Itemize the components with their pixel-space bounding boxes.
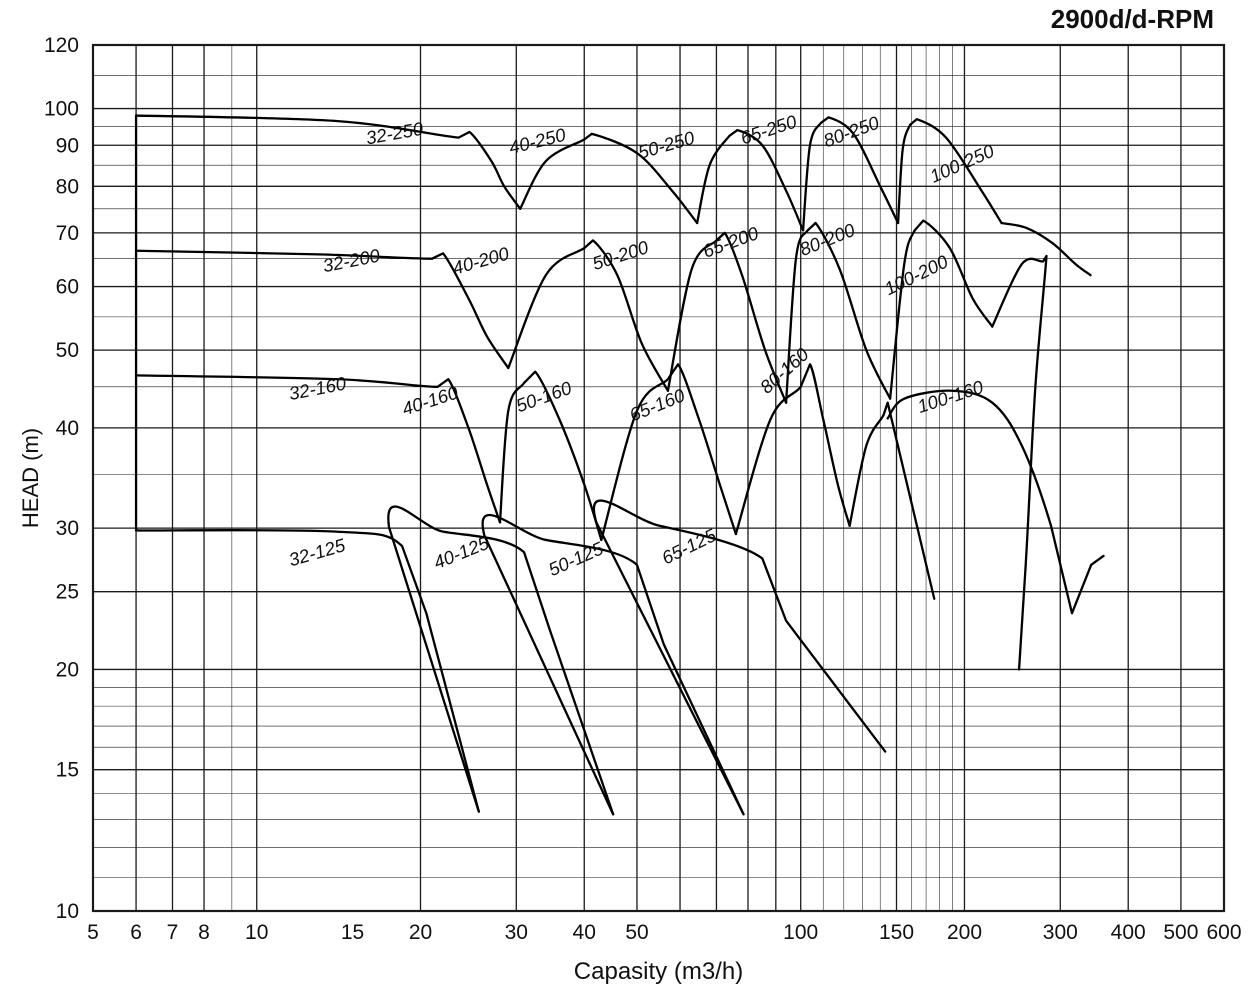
svg-text:5: 5 <box>87 921 99 944</box>
svg-text:500: 500 <box>1163 921 1198 944</box>
svg-text:90: 90 <box>56 134 79 157</box>
svg-text:600: 600 <box>1206 921 1241 944</box>
svg-text:300: 300 <box>1043 921 1078 944</box>
svg-text:60: 60 <box>56 276 79 299</box>
svg-text:20: 20 <box>56 658 79 681</box>
svg-text:10: 10 <box>245 921 268 944</box>
svg-text:80: 80 <box>56 175 79 198</box>
svg-text:2900d/d-RPM: 2900d/d-RPM <box>1051 4 1214 34</box>
svg-text:20: 20 <box>409 921 432 944</box>
svg-text:HEAD (m): HEAD (m) <box>18 428 43 528</box>
svg-text:15: 15 <box>341 921 364 944</box>
svg-text:100: 100 <box>783 921 818 944</box>
svg-text:25: 25 <box>56 581 79 604</box>
svg-text:50: 50 <box>56 339 79 362</box>
svg-text:70: 70 <box>56 222 79 245</box>
svg-text:6: 6 <box>130 921 142 944</box>
svg-text:10: 10 <box>56 900 79 923</box>
svg-text:150: 150 <box>879 921 914 944</box>
svg-text:8: 8 <box>198 921 210 944</box>
svg-text:50: 50 <box>625 921 648 944</box>
svg-text:100: 100 <box>44 98 79 121</box>
svg-text:400: 400 <box>1111 921 1146 944</box>
svg-text:200: 200 <box>947 921 982 944</box>
svg-text:Capasity (m3/h): Capasity (m3/h) <box>574 958 743 985</box>
svg-text:30: 30 <box>56 517 79 540</box>
svg-text:120: 120 <box>44 34 79 57</box>
svg-text:7: 7 <box>167 921 179 944</box>
svg-text:40: 40 <box>56 417 79 440</box>
svg-text:15: 15 <box>56 759 79 782</box>
svg-text:40: 40 <box>573 921 596 944</box>
svg-text:30: 30 <box>505 921 528 944</box>
